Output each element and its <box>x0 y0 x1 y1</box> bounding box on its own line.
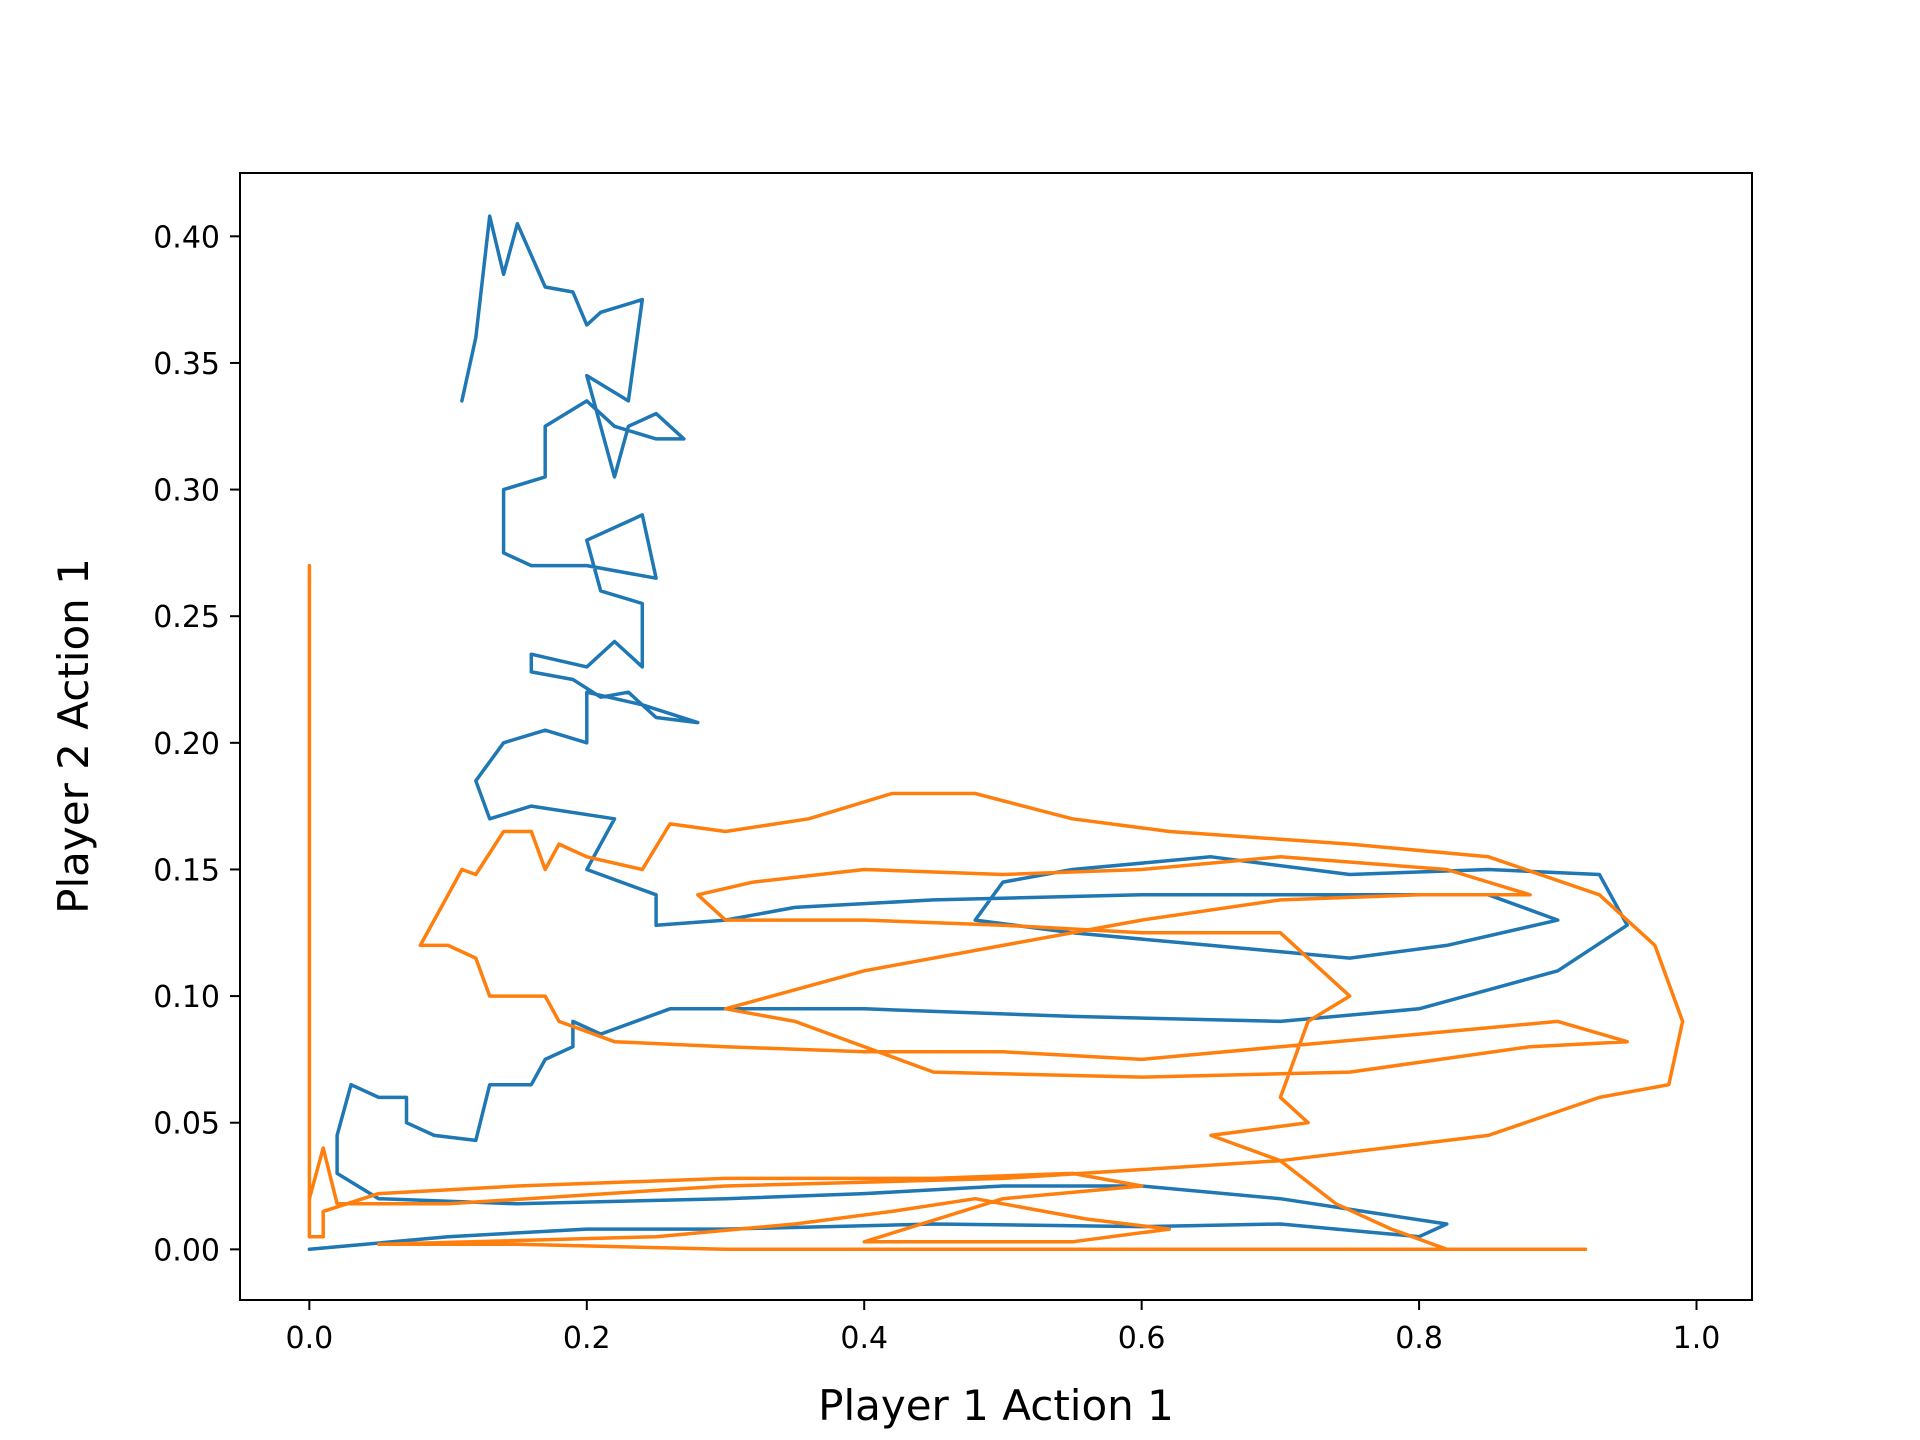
plot-frame <box>239 172 1753 1301</box>
x-tick-label-2: 0.4 <box>840 1321 888 1356</box>
x-tick-label-5: 1.0 <box>1673 1321 1721 1356</box>
y-tick-label-0: 0.00 <box>153 1233 220 1268</box>
y-axis-label: Player 2 Action 1 <box>49 558 98 914</box>
series-line-2 <box>307 563 1685 1252</box>
series-line-1 <box>307 214 1629 1252</box>
y-tick-label-1: 0.05 <box>153 1107 220 1142</box>
y-tick-label-7: 0.35 <box>153 347 220 382</box>
y-tick-label-8: 0.40 <box>153 220 220 255</box>
series-layer <box>307 214 1685 1252</box>
x-axis-label: Player 1 Action 1 <box>818 1381 1174 1430</box>
x-tick-label-3: 0.6 <box>1118 1321 1166 1356</box>
y-tick-label-5: 0.25 <box>153 600 220 635</box>
y-tick-label-2: 0.10 <box>153 980 220 1015</box>
y-axis-ticks: 0.00 0.05 0.10 0.15 0.20 0.25 0.30 0.35 0.40 <box>153 220 240 1268</box>
y-tick-label-4: 0.20 <box>153 727 220 762</box>
y-tick-label-6: 0.30 <box>153 474 220 509</box>
x-axis-ticks: 0.0 0.2 0.4 0.6 0.8 1.0 <box>285 1300 1720 1356</box>
x-tick-label-1: 0.2 <box>563 1321 611 1356</box>
y-tick-label-3: 0.15 <box>153 853 220 888</box>
x-tick-label-4: 0.8 <box>1395 1321 1443 1356</box>
x-tick-label-0: 0.0 <box>285 1321 333 1356</box>
